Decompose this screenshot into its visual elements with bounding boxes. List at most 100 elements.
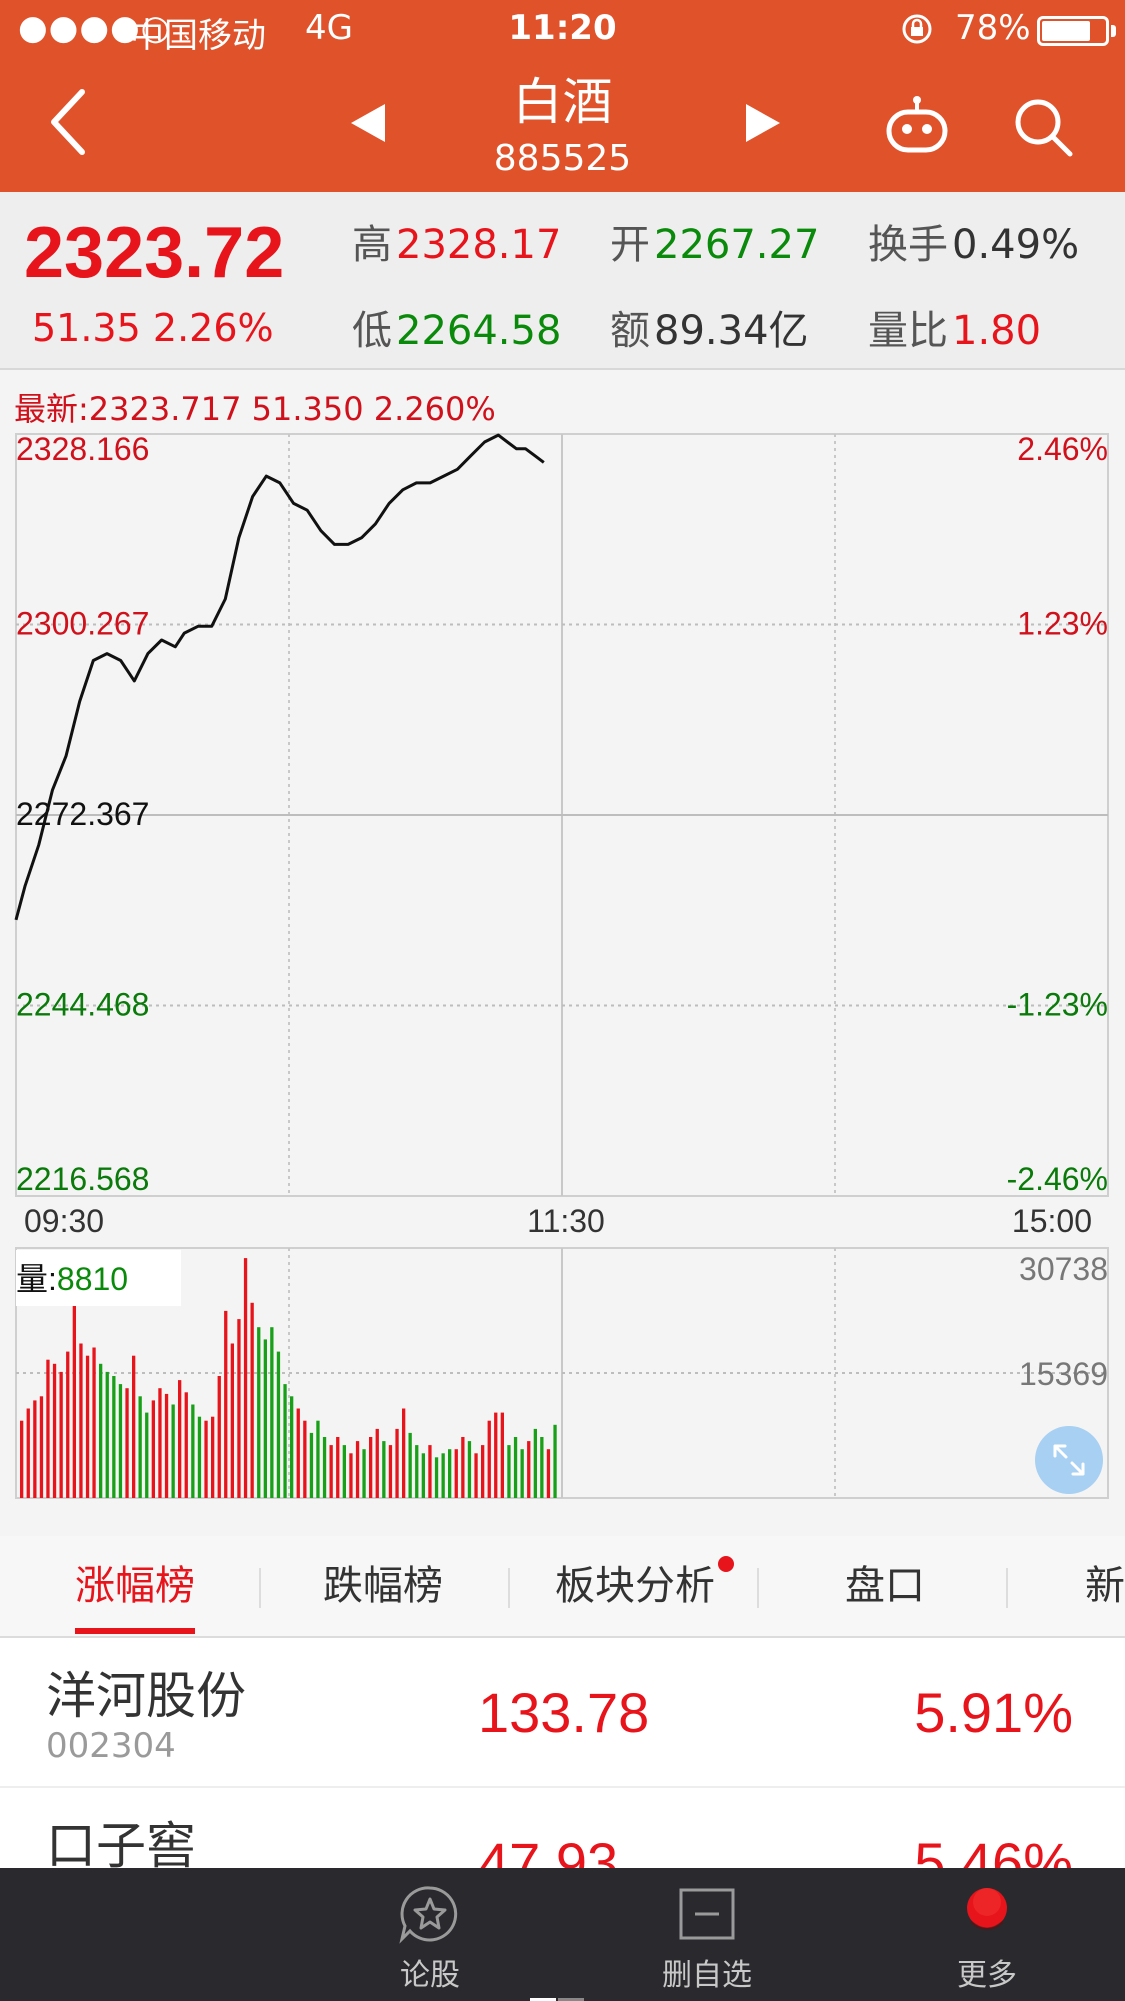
turnover-field: 换手 0.49% — [868, 222, 1080, 268]
volume-bar — [204, 1420, 208, 1498]
carrier-name: 中国移动 — [130, 16, 266, 56]
stock-list: 洋河股份 002304 133.78 5.91% 口子窖 47.93 5.46% — [0, 1638, 1125, 1868]
volume-bar — [217, 1376, 221, 1498]
prev-index-button[interactable] — [345, 100, 391, 146]
volume-bar — [138, 1396, 142, 1498]
bottom-toolbar: 论股 删自选 更多 — [0, 1868, 1125, 2001]
stock-code: 002304 — [46, 1726, 176, 1766]
volume-ratio-value: 1.80 — [952, 308, 1042, 354]
volume-bar — [72, 1286, 76, 1498]
volume-bar — [454, 1449, 458, 1498]
amount-field: 额 89.34亿 — [610, 308, 809, 354]
volume-bar — [33, 1400, 37, 1498]
volume-bar — [151, 1400, 155, 1498]
tab-top-losers[interactable]: 跌幅榜 — [323, 1563, 443, 1609]
volume-bar — [125, 1388, 129, 1498]
volume-bar — [362, 1449, 366, 1498]
remove-watchlist-label: 删自选 — [662, 1958, 752, 1993]
search-button[interactable] — [1012, 96, 1074, 158]
discuss-label: 论股 — [400, 1958, 460, 1993]
volume-bar — [481, 1445, 485, 1498]
more-dot-icon — [967, 1888, 1007, 1931]
volume-bar — [197, 1416, 202, 1498]
price-axis-label: 2272.367 — [16, 796, 149, 832]
volume-bar — [369, 1437, 373, 1498]
tab-top-gainers[interactable]: 涨幅榜 — [75, 1563, 195, 1609]
volume-bar — [59, 1371, 63, 1498]
volume-bar — [105, 1371, 109, 1498]
volume-bar — [441, 1453, 445, 1498]
stock-change-percent: 5.46% — [914, 1831, 1073, 1868]
volume-bar — [164, 1393, 169, 1498]
next-index-button[interactable] — [740, 100, 786, 146]
stock-change-percent: 5.91% — [914, 1681, 1073, 1744]
page-title: 白酒 — [512, 73, 613, 131]
minus-box-icon — [679, 1888, 735, 1940]
high-field: 高 2328.17 — [352, 222, 562, 268]
price-axis-label: 2328.166 — [16, 431, 149, 467]
volume-bar — [507, 1445, 511, 1498]
battery-icon — [1037, 16, 1109, 46]
robot-assistant-button[interactable] — [885, 96, 949, 156]
stock-price: 133.78 — [478, 1681, 650, 1744]
volume-readout: 量:8810 — [16, 1261, 128, 1297]
volume-bar — [553, 1424, 557, 1498]
list-item[interactable]: 洋河股份 002304 133.78 5.91% — [0, 1638, 1125, 1788]
back-button[interactable] — [40, 82, 100, 162]
current-price: 2323.72 — [24, 213, 285, 293]
volume-bar — [388, 1445, 393, 1498]
volume-bar — [178, 1380, 182, 1498]
price-axis-label: 2300.267 — [16, 606, 149, 642]
volume-bar — [171, 1404, 175, 1498]
ranking-tabs: 涨幅榜 跌幅榜 板块分析 盘口 新 — [0, 1536, 1125, 1638]
more-button[interactable]: 更多 — [907, 1868, 1067, 2001]
prev-triangle-icon — [351, 104, 385, 142]
stock-name: 洋河股份 — [46, 1667, 246, 1725]
quote-panel: 2323.72 51.35 2.26% 高 2328.17 开 2267.27 换手… — [0, 192, 1125, 370]
open-field: 开 2267.27 — [610, 222, 820, 268]
rotation-lock-icon — [900, 12, 934, 55]
volume-bar — [296, 1408, 300, 1498]
volume-bar — [303, 1420, 307, 1498]
volume-bar — [474, 1453, 478, 1498]
low-value: 2264.58 — [396, 308, 562, 354]
volume-bar — [395, 1428, 399, 1498]
open-value: 2267.27 — [654, 222, 820, 268]
battery-percent: 78% — [955, 8, 1031, 48]
price-axis-label: 2244.468 — [16, 987, 149, 1023]
volume-bar — [546, 1449, 551, 1498]
remove-watchlist-button[interactable]: 删自选 — [627, 1868, 787, 2001]
volume-bar — [428, 1445, 432, 1498]
volume-bar — [184, 1392, 188, 1498]
search-icon — [1015, 99, 1073, 157]
volume-bar — [494, 1412, 498, 1498]
stock-price: 47.93 — [478, 1831, 619, 1868]
volume-bar — [52, 1363, 57, 1498]
amount-value: 89.34亿 — [654, 308, 809, 354]
volume-bar — [46, 1359, 50, 1498]
volume-bar — [224, 1310, 228, 1498]
volume-bar — [276, 1351, 281, 1498]
volume-bar — [540, 1437, 544, 1498]
tab-sector-analysis[interactable]: 板块分析 — [555, 1563, 715, 1609]
volume-bar — [355, 1441, 360, 1498]
volume-bar — [316, 1420, 320, 1498]
tab-new[interactable]: 新 — [1085, 1563, 1125, 1609]
discuss-button[interactable]: 论股 — [350, 1868, 510, 2001]
volume-ratio-field: 量比 1.80 — [868, 308, 1042, 354]
battery-level — [1042, 21, 1091, 41]
time-label: 11:30 — [527, 1203, 605, 1239]
list-item[interactable]: 口子窖 47.93 5.46% — [0, 1788, 1125, 1868]
network-type: 4G — [305, 8, 353, 48]
percent-axis-label: 1.23% — [1017, 606, 1108, 642]
intraday-chart[interactable]: 2328.166 2300.267 2272.367 2244.468 2216.568… — [0, 420, 1125, 1520]
volume-axis-label: 15369 — [1019, 1356, 1108, 1392]
price-axis-label: 2216.568 — [16, 1161, 149, 1197]
volume-bar — [270, 1327, 274, 1498]
expand-chart-button[interactable] — [1035, 1426, 1103, 1494]
page-indicator — [530, 1992, 590, 2001]
tab-order-book[interactable]: 盘口 — [845, 1563, 925, 1609]
change-percent: 2.26% — [152, 306, 274, 350]
volume-bar — [487, 1420, 491, 1498]
volume-bar — [145, 1412, 149, 1498]
